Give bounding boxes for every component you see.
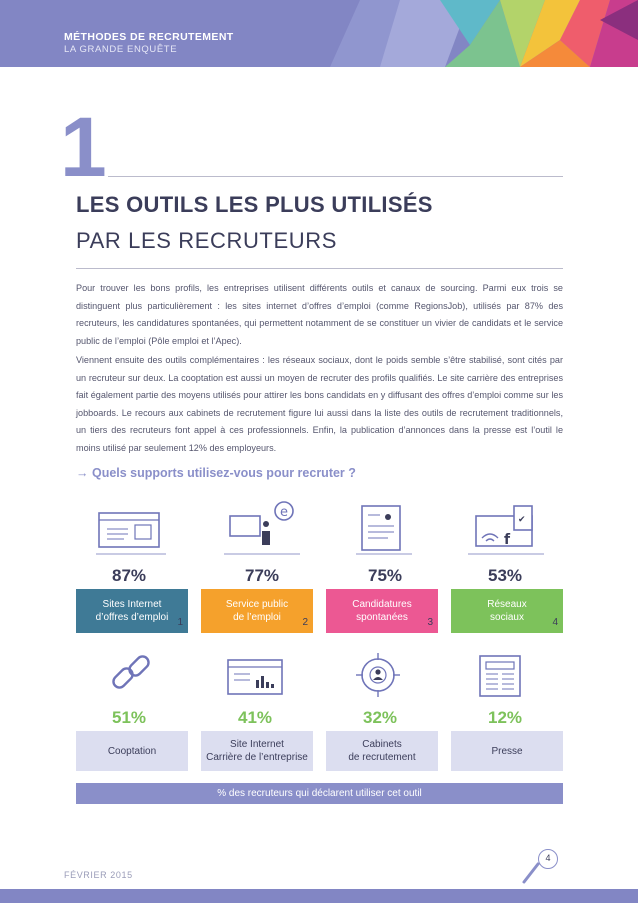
magnifier-handle-icon [522,862,540,884]
page-number: 4 [538,849,558,869]
stat-value: 87% [111,566,147,585]
tool-label-line: spontanées [356,612,408,623]
rank-badge: 4 [552,617,558,628]
social-network-icon: ✔ f [468,505,544,555]
tool-label-line: Site Internet [230,739,284,750]
svg-text:✔: ✔ [518,515,526,525]
resume-icon [356,505,412,555]
rank-badge: 1 [177,617,183,628]
tool-label-line: Cooptation [107,745,157,757]
section-number: 1 [60,100,107,194]
tool-label-line: sociaux [490,612,524,623]
page-header: MÉTHODES DE RECRUTEMENT LA GRANDE ENQUÊT… [0,0,638,67]
bottom-strip [0,889,638,903]
legend-bar: % des recruteurs qui déclarent utiliser … [76,783,563,804]
career-site-icon [227,659,283,695]
tool-label-line: de recrutement [348,752,416,763]
chain-link-icon [112,655,150,689]
tool-label-line: Réseaux [487,599,527,610]
stat-value: 41% [237,708,273,727]
stat-value: 53% [487,566,523,585]
tool-label-job-sites: Sites Internet d’offres d’emploi 1 [76,589,188,633]
tool-label-line: Sites Internet [102,599,162,610]
tool-label-line: Carrière de l’entreprise [206,752,308,763]
header-polygon-art [330,0,638,67]
job-site-icon [96,512,166,555]
tool-label-social-networks: Réseaux sociaux 4 [451,589,563,633]
intro-paragraph: Pour trouver les bons profils, les entre… [76,283,563,346]
details-paragraph: Viennent ensuite des outils complémentai… [76,355,563,453]
tool-label-line: Cabinets [362,739,402,750]
stat-value: 77% [244,566,280,585]
survey-question: → Quels supports utilisez-vous pour recr… [76,466,356,480]
tool-label-recruitment-firms: Cabinets de recrutement [326,731,438,771]
svg-text:f: f [504,532,511,548]
public-service-icon: e [224,501,300,555]
stat-value: 32% [362,708,398,727]
tool-label-applications: Candidatures spontanées 3 [326,589,438,633]
header-kicker: MÉTHODES DE RECRUTEMENT [64,31,234,43]
svg-text:e: e [280,505,288,520]
section-subtitle: PAR LES RECRUTEURS [76,228,337,253]
tool-label-line: de l’emploi [233,612,281,623]
stat-value: 75% [367,566,403,585]
tool-label-press: Presse [451,731,563,771]
tool-label-career-site: Site Internet Carrière de l’entreprise [201,731,313,771]
stat-value: 12% [487,708,523,727]
divider [76,268,563,269]
tool-label-line: d’offres d’emploi [95,612,169,623]
stat-value: 51% [111,708,147,727]
tool-label-line: Candidatures [352,599,412,610]
header-subkicker: LA GRANDE ENQUÊTE [64,44,178,55]
section-title: LES OUTILS LES PLUS UTILISÉS [76,192,433,217]
tool-label-public-service: Service public de l’emploi 2 [201,589,313,633]
newspaper-icon [479,655,521,697]
tool-label-cooptation: Cooptation [76,731,188,771]
tool-label-line: Presse [491,745,523,757]
rank-badge: 3 [427,617,433,628]
divider [108,176,563,177]
publication-date: FÉVRIER 2015 [64,870,133,880]
target-person-icon [356,653,400,697]
tool-label-line: Service public [225,599,289,610]
rank-badge: 2 [302,617,308,628]
